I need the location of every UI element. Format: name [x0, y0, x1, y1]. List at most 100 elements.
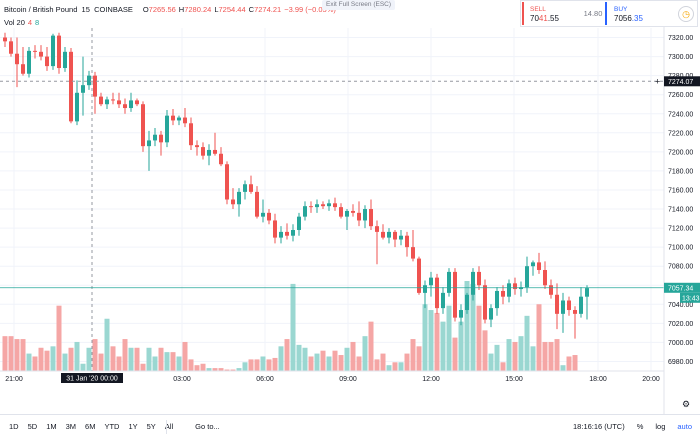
volume-bar [320, 350, 326, 371]
volume-bar [254, 359, 260, 371]
grid-lines [0, 28, 664, 371]
volume-bar [338, 355, 344, 371]
candle-body [357, 212, 361, 221]
bottom-toolbar: 1D 5D 1M 3M 6M YTD 1Y 5Y All Go to... 18… [0, 414, 700, 438]
price-tick-label: 7240.00 [668, 111, 693, 118]
candle-body [129, 100, 133, 109]
volume-bar [566, 356, 572, 371]
price-tick-label: 7040.00 [668, 302, 693, 309]
range-1y[interactable]: 1Y [128, 422, 138, 431]
percent-toggle[interactable]: % [636, 422, 644, 431]
candle-body [327, 203, 331, 207]
range-6m[interactable]: 6M [85, 422, 96, 431]
volume-bar [434, 312, 440, 371]
settings-gear-icon[interactable]: ⚙ [681, 399, 691, 409]
volume-bar [542, 341, 548, 371]
symbol-legend[interactable]: Bitcoin / British Pound 15 COINBASE O726… [4, 2, 336, 16]
volume-bar [404, 353, 410, 371]
time-axis-ticks: 21:00 03:00 06:00 09:00 12:00 15:00 18:00 20:00 [5, 376, 660, 383]
goto-date-button[interactable]: Go to... [195, 422, 220, 431]
volume-bar [20, 339, 26, 371]
price-tick-label: 7000.00 [668, 340, 693, 347]
volume-bar [26, 353, 32, 371]
price-tick-label: 7200.00 [668, 149, 693, 156]
candle-body [51, 35, 55, 67]
alert-clock-icon[interactable]: ◷ [678, 6, 694, 22]
candle-body [213, 149, 217, 154]
range-5d[interactable]: 5D [27, 422, 38, 431]
volume-bar [428, 310, 434, 371]
range-all[interactable]: All [164, 422, 174, 431]
ohlc-close: C7274.21 [248, 4, 282, 14]
log-toggle[interactable]: log [655, 422, 666, 431]
volume-bar [518, 336, 524, 371]
volume-bar [470, 283, 476, 371]
price-tick-label: 7180.00 [668, 168, 693, 175]
price-tick-label: 7320.00 [668, 35, 693, 42]
price-tick-label: 7260.00 [668, 92, 693, 99]
crosshair-price-label: 7274.07 [668, 79, 693, 86]
candle-body [201, 147, 205, 156]
toolbar-divider [166, 419, 167, 434]
volume-bar [482, 330, 488, 371]
candle-body [525, 266, 529, 288]
range-3m[interactable]: 3M [65, 422, 77, 431]
time-tick-label: 18:00 [589, 376, 607, 383]
exit-fullscreen-hint[interactable]: Exit Full Screen (ESC) [322, 0, 396, 10]
candle-body [225, 164, 229, 200]
candle-body [267, 212, 271, 221]
candle-body [489, 308, 493, 320]
range-ytd[interactable]: YTD [104, 422, 120, 431]
candle-body [363, 209, 367, 221]
volume-bar [422, 304, 428, 371]
volume-bar [296, 344, 302, 371]
candle-body [261, 212, 265, 217]
range-5y[interactable]: 5Y [146, 422, 156, 431]
volume-bar [440, 321, 446, 371]
volume-bar [368, 321, 374, 371]
utc-clock[interactable]: 18:16:16 (UTC) [573, 422, 625, 431]
volume-bar [14, 339, 20, 371]
range-1d[interactable]: 1D [9, 422, 19, 431]
volume-bar [62, 353, 68, 371]
candle-body [465, 294, 469, 311]
time-tick-label: 06:00 [256, 376, 274, 383]
candle-body [237, 191, 241, 205]
volume-bar [224, 369, 230, 371]
volume-bar [362, 336, 368, 371]
candle-body [453, 271, 457, 318]
volume-bar [188, 359, 194, 371]
candle-body [435, 277, 439, 309]
buy-accent-bar [605, 2, 607, 25]
spread-value: 14.80 [583, 9, 603, 18]
price-tick-label: 7020.00 [668, 321, 693, 328]
volume-bar [134, 347, 140, 371]
candle-body [111, 99, 115, 101]
volume-bar [416, 346, 422, 371]
candle-body [381, 231, 385, 238]
volume-bar [86, 347, 92, 371]
add-alert-plus-icon[interactable]: + [655, 76, 660, 86]
volume-bar [326, 356, 332, 371]
volume-bar [398, 362, 404, 371]
volume-bar [152, 356, 158, 371]
volume-bar [494, 344, 500, 371]
auto-scale-toggle[interactable]: auto [677, 422, 692, 431]
symbol-title[interactable]: Bitcoin / British Pound 15 COINBASE [4, 5, 133, 14]
candle-body [81, 85, 85, 93]
sell-button[interactable]: SELL 7041.55 [521, 5, 581, 23]
volume-bar [218, 368, 224, 371]
volume-bar [176, 356, 182, 371]
volume-bar [476, 305, 482, 371]
candle-body [495, 290, 499, 309]
volume-bar [68, 347, 74, 371]
range-1m[interactable]: 1M [46, 422, 57, 431]
volume-bar [248, 359, 254, 371]
volume-bar [458, 321, 464, 371]
buy-button[interactable]: BUY 7056.35 [605, 5, 665, 23]
candle-body [285, 231, 289, 236]
candle-body [93, 75, 97, 97]
volume-legend[interactable]: Vol 20 4 8 [4, 16, 39, 28]
sell-price: 7041.55 [530, 13, 559, 23]
